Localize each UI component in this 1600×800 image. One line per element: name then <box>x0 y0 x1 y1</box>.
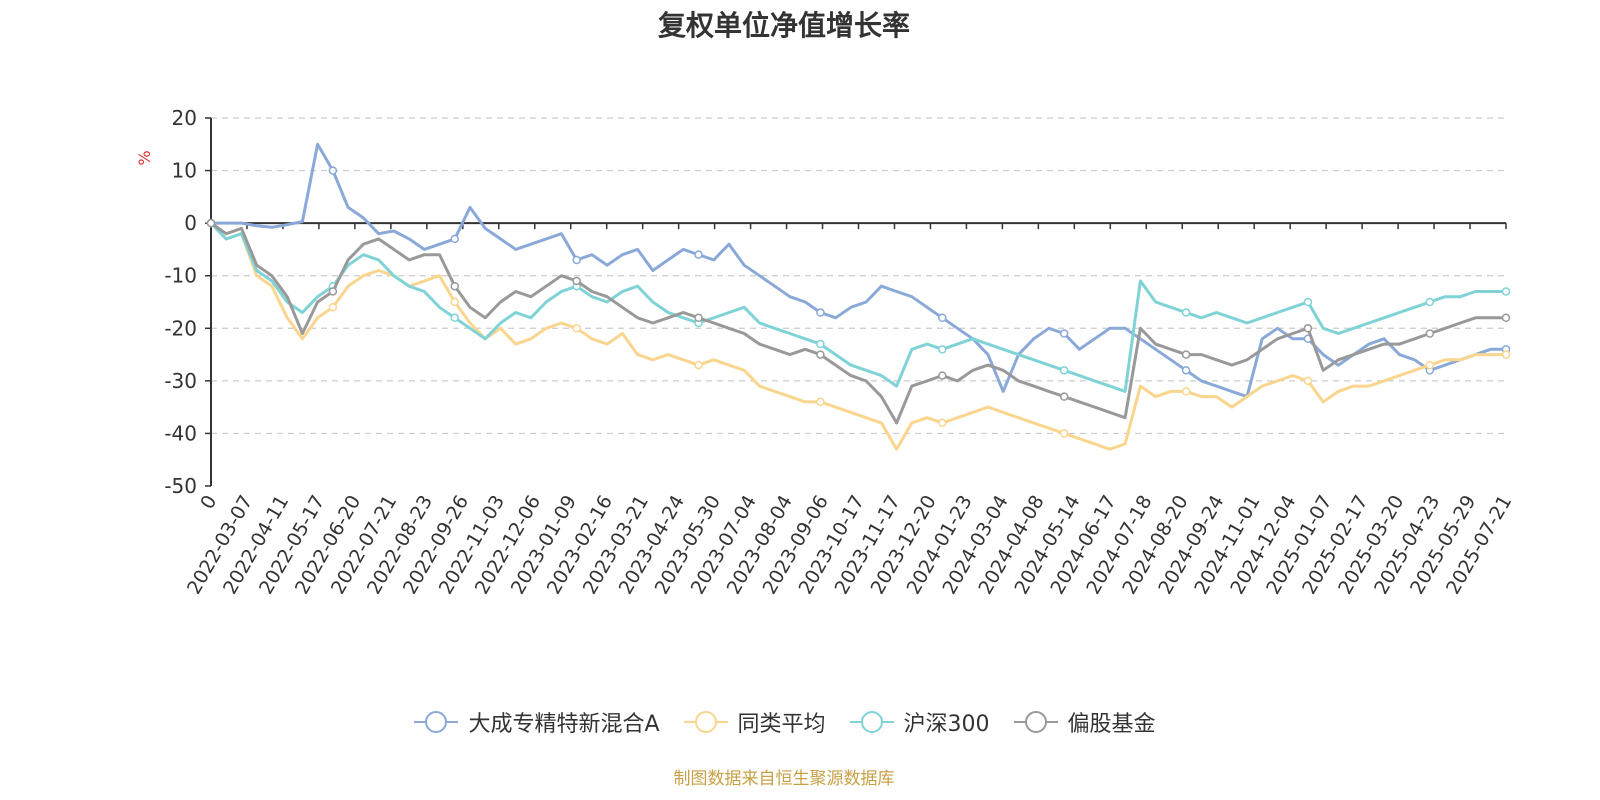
series-line-2 <box>209 222 1506 393</box>
series-3-marker-40 <box>816 350 825 359</box>
y-axis-unit: % <box>135 150 154 165</box>
line-chart: 20100-10-20-30-40-50%02022-03-072022-04-… <box>135 106 1516 598</box>
series-line-3 <box>210 221 1506 425</box>
series-1-marker-64 <box>1181 387 1191 396</box>
series-0-marker-40 <box>816 308 825 317</box>
series-3-marker-0 <box>206 218 216 228</box>
legend-circle-3 <box>1024 711 1047 733</box>
y-tick-label-2: 0 <box>184 211 197 235</box>
series-3-marker-80 <box>1425 329 1435 338</box>
series-2-marker-end <box>1501 287 1511 296</box>
legend-circle-1 <box>694 711 717 733</box>
axes <box>205 117 1507 487</box>
series-1-marker-40 <box>816 397 825 407</box>
series-1-marker-48 <box>938 418 947 428</box>
legend-label-0: 大成专精特新混合A <box>468 712 660 737</box>
legend-swatch-2 <box>849 711 894 733</box>
series-0-marker-56 <box>1059 329 1069 338</box>
y-tick-label-1: 10 <box>172 159 197 183</box>
series-1-marker-32 <box>694 360 703 370</box>
chart-title: 复权单位净值增长率 <box>657 9 910 42</box>
series-0-marker-64 <box>1181 366 1191 375</box>
series-3-marker-8 <box>328 287 338 296</box>
series-3-marker-56 <box>1059 392 1069 401</box>
legend-item-1[interactable]: 同类平均 <box>682 706 826 738</box>
legend-label-1: 同类平均 <box>737 712 826 737</box>
series-0-marker-8 <box>328 166 338 175</box>
series-2-marker-40 <box>816 339 825 349</box>
legend-circle-0 <box>425 711 448 733</box>
legend-swatch-3 <box>1013 711 1058 733</box>
series-0-marker-24 <box>572 255 581 265</box>
series-0-marker-32 <box>694 250 703 259</box>
series-1-marker-end <box>1501 350 1511 359</box>
legend: 大成专精特新混合A 同类平均 沪深300 偏股基金 <box>0 706 1568 738</box>
legend-label-2: 沪深300 <box>903 712 990 737</box>
y-tick-label-6: -40 <box>164 421 197 445</box>
series-line-0 <box>211 142 1506 399</box>
series-3-marker-72 <box>1303 324 1313 333</box>
legend-label-3: 偏股基金 <box>1067 712 1156 737</box>
legend-item-3[interactable]: 偏股基金 <box>1012 706 1156 738</box>
series-1-marker-16 <box>450 297 460 307</box>
legend-swatch-0 <box>414 711 459 733</box>
series-2-marker-16 <box>450 313 460 323</box>
legend-circle-2 <box>860 711 883 733</box>
series-2-marker-56 <box>1059 366 1069 375</box>
series-0-marker-48 <box>938 313 947 323</box>
y-tick-label-3: -10 <box>164 264 197 288</box>
y-tick-label-0: 20 <box>172 106 197 130</box>
series-1-marker-24 <box>572 324 581 333</box>
source-note: 制图数据来自恒生聚源数据库 <box>673 769 895 789</box>
y-tick-label-7: -50 <box>164 474 197 498</box>
series-3-marker-32 <box>694 313 703 323</box>
series-3-marker-48 <box>938 371 947 380</box>
x-tick-label-0: 0 <box>196 492 221 513</box>
y-tick-label-5: -30 <box>164 369 197 393</box>
series-1-marker-56 <box>1059 429 1069 438</box>
series-0-marker-16 <box>450 234 460 244</box>
series-3-marker-16 <box>450 281 460 291</box>
series-2-marker-72 <box>1303 297 1313 307</box>
series-2-marker-48 <box>938 345 947 354</box>
legend-item-0[interactable]: 大成专精特新混合A <box>412 706 660 738</box>
series-1-marker-80 <box>1425 360 1435 370</box>
series-3-marker-end <box>1501 313 1511 323</box>
series-lines <box>206 142 1511 451</box>
series-line-1 <box>209 222 1506 451</box>
legend-swatch-1 <box>683 711 728 733</box>
gridlines <box>211 117 1506 435</box>
series-3-marker-64 <box>1181 350 1191 359</box>
tick-labels: 20100-10-20-30-40-50%02022-03-072022-04-… <box>135 106 1516 598</box>
series-2-marker-64 <box>1181 308 1191 317</box>
series-2-marker-80 <box>1425 297 1435 307</box>
legend-item-2[interactable]: 沪深300 <box>848 706 990 738</box>
series-1-marker-72 <box>1303 376 1313 386</box>
series-3-marker-24 <box>572 276 581 286</box>
series-1-marker-8 <box>328 303 338 312</box>
y-tick-label-4: -20 <box>164 316 197 340</box>
